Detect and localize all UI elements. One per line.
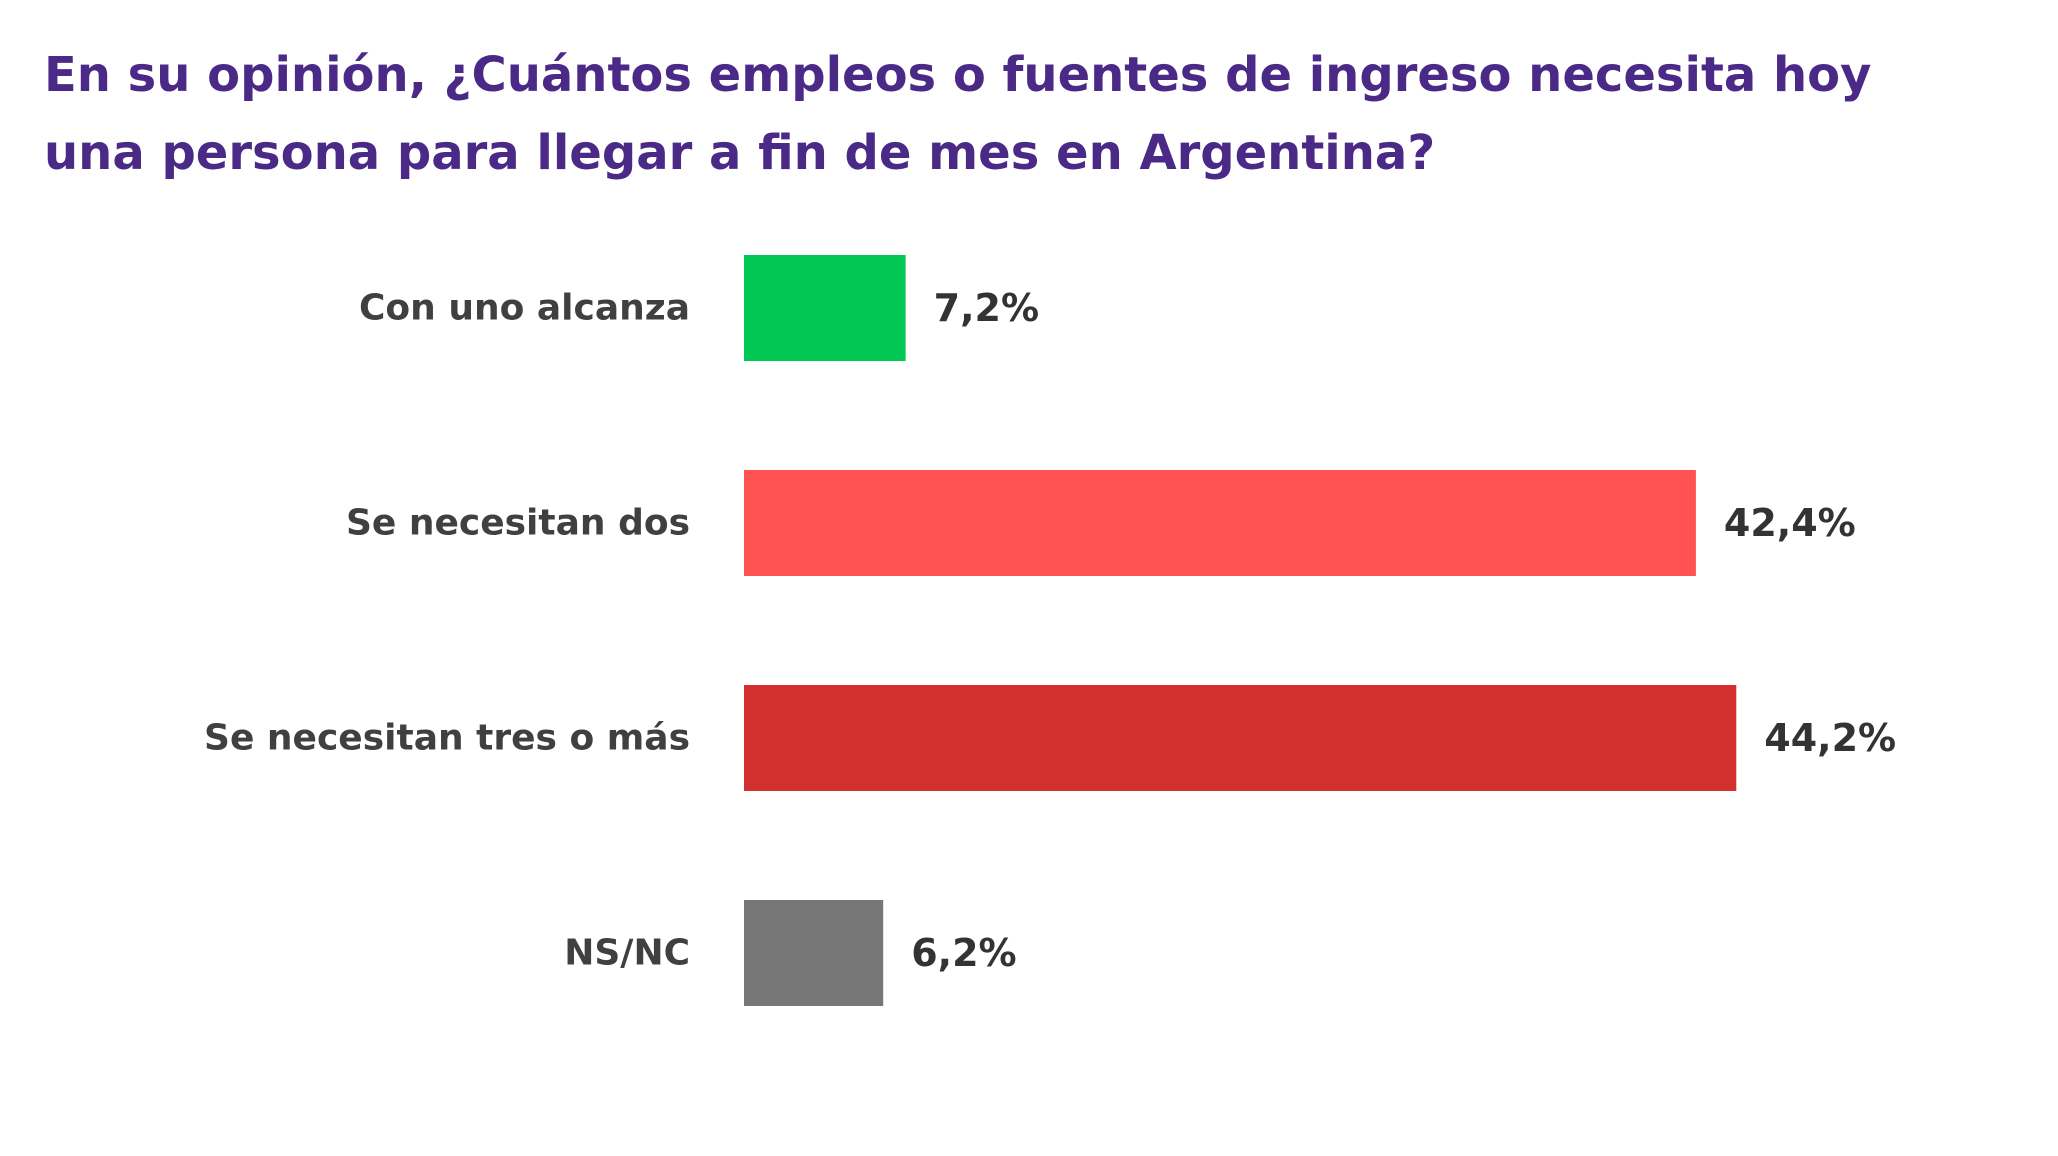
value-label-ns-nc: 6,2%: [911, 931, 1016, 975]
category-label-con-uno-alcanza: Con uno alcanza: [359, 288, 690, 329]
category-label-se-necesitan-tres-o-mas: Se necesitan tres o más: [204, 718, 690, 759]
bar-se-necesitan-dos: [744, 470, 1696, 576]
value-label-con-uno-alcanza: 7,2%: [934, 286, 1039, 330]
category-label-ns-nc: NS/NC: [564, 933, 690, 974]
bar-se-necesitan-tres-o-mas: [744, 685, 1737, 791]
bars-group: [744, 255, 1737, 1006]
chart-title: En su opinión, ¿Cuántos empleos o fuente…: [44, 47, 1872, 181]
bar-con-uno-alcanza: [744, 255, 906, 361]
category-labels-group: Con uno alcanza Se necesitan dos Se necesi…: [204, 288, 690, 974]
bar-ns-nc: [744, 900, 884, 1006]
category-label-se-necesitan-dos: Se necesitan dos: [346, 503, 690, 544]
value-labels-group: 7,2% 42,4% 44,2% 6,2%: [911, 286, 1896, 975]
value-label-se-necesitan-tres-o-mas: 44,2%: [1764, 716, 1896, 760]
value-label-se-necesitan-dos: 42,4%: [1724, 501, 1856, 545]
